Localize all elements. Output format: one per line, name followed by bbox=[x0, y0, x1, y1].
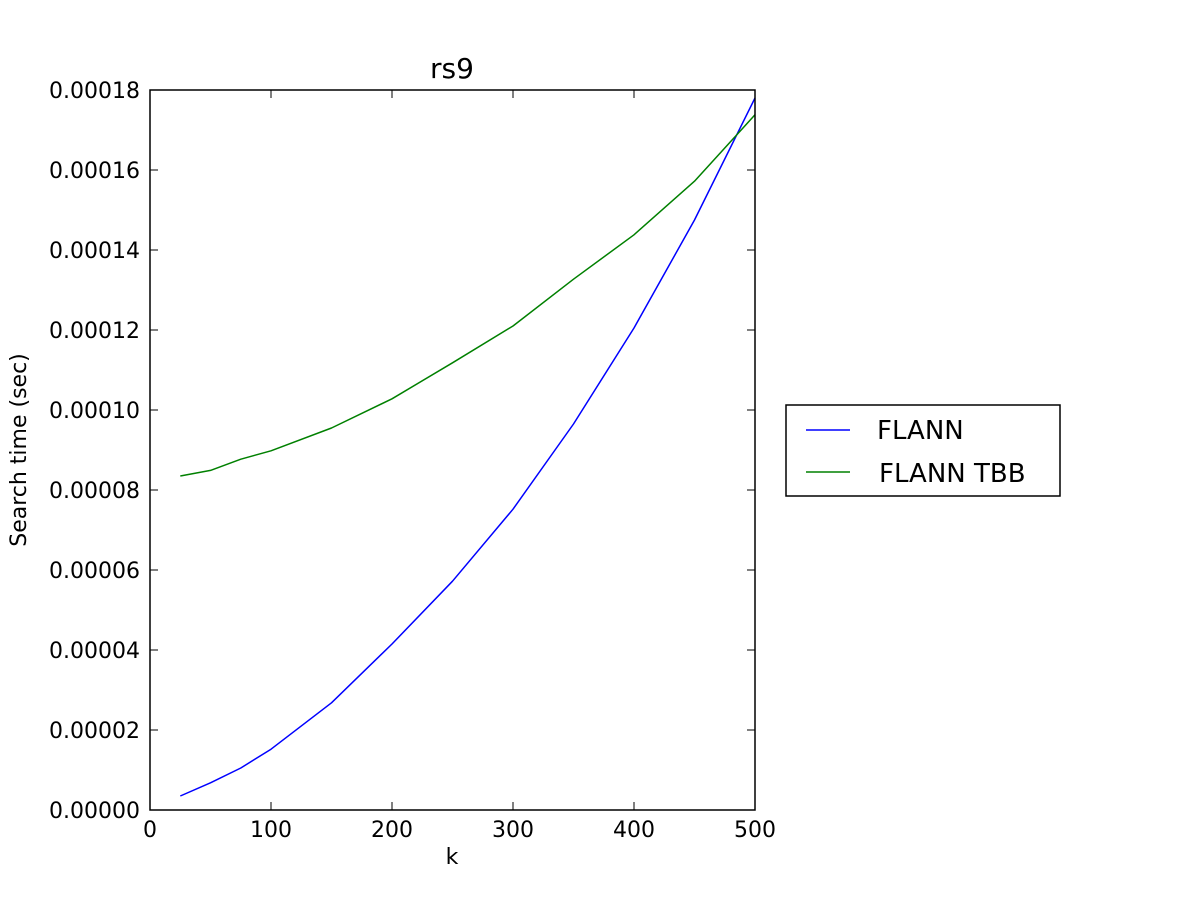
x-tick-label: 300 bbox=[492, 818, 534, 843]
x-tick-label: 200 bbox=[371, 818, 413, 843]
y-tick-label: 0.00004 bbox=[49, 639, 140, 664]
y-tick-label: 0.00006 bbox=[49, 559, 140, 584]
y-tick-label: 0.00008 bbox=[49, 479, 140, 504]
x-tick-label: 0 bbox=[143, 818, 157, 843]
y-tick-label: 0.00014 bbox=[49, 239, 140, 264]
x-tick-label: 500 bbox=[734, 818, 776, 843]
legend-frame bbox=[785, 404, 1061, 497]
y-tick-label: 0.00016 bbox=[49, 159, 140, 184]
y-tick-label: 0.00002 bbox=[49, 719, 140, 744]
y-tick-label: 0.00018 bbox=[49, 79, 140, 104]
legend-label-flann: FLANN bbox=[877, 416, 964, 446]
y-tick-label: 0.00000 bbox=[49, 799, 140, 824]
chart-title: rs9 bbox=[430, 52, 474, 85]
plot-frame bbox=[149, 89, 756, 811]
series-layer bbox=[179, 97, 756, 797]
x-tick-label: 100 bbox=[250, 818, 292, 843]
y-axis-label: Search time (sec) bbox=[7, 353, 32, 547]
y-tick-label: 0.00012 bbox=[49, 319, 140, 344]
legend: FLANN FLANN TBB bbox=[785, 404, 1061, 497]
x-tick-label: 400 bbox=[613, 818, 655, 843]
series-line-flann bbox=[179, 97, 756, 797]
legend-label-flann-tbb: FLANN TBB bbox=[879, 459, 1026, 489]
y-tick-label: 0.00010 bbox=[49, 399, 140, 424]
tick-layer: 0 100 200 300 400 500 0.00000 0.00002 0.00004 0.0… bbox=[49, 79, 776, 843]
series-line-flann-tbb bbox=[180, 114, 756, 477]
x-axis-label: k bbox=[446, 845, 459, 870]
